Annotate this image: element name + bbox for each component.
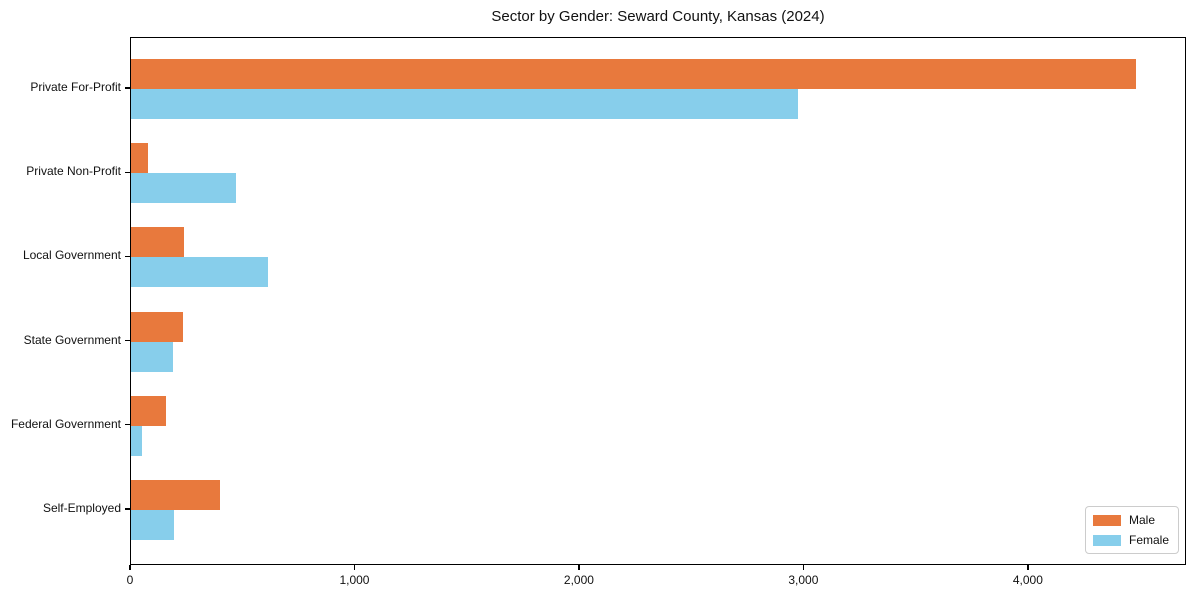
y-axis-tick — [125, 424, 130, 426]
bar-male-1 — [131, 143, 148, 174]
x-tick-label-4: 4,000 — [1012, 573, 1043, 587]
x-axis-tick — [129, 565, 131, 570]
bar-female-0 — [131, 89, 798, 119]
legend-entry-male: Male — [1092, 513, 1169, 527]
x-axis-tick — [802, 565, 805, 570]
bar-male-3 — [131, 311, 184, 342]
y-axis-label-5: Self-Employed — [42, 501, 121, 515]
legend-male-swatch-icon — [1092, 514, 1121, 526]
bar-female-4 — [131, 425, 142, 456]
legend: Male Female — [1084, 506, 1179, 554]
bar-male-0 — [131, 59, 1136, 89]
bar-female-5 — [131, 510, 175, 540]
x-tick-label-3: 3,000 — [788, 573, 819, 587]
bar-male-5 — [131, 480, 221, 510]
bar-male-2 — [131, 227, 185, 258]
bar-female-2 — [131, 257, 269, 288]
y-axis-tick — [125, 87, 130, 89]
legend-female-label: Female — [1128, 533, 1169, 547]
y-axis-tick — [125, 171, 130, 173]
bar-male-4 — [131, 395, 166, 426]
x-axis-tick — [578, 565, 580, 570]
y-axis-label-4: Federal Government — [10, 416, 121, 431]
legend-entry-female: Female — [1092, 533, 1169, 547]
bar-female-3 — [131, 341, 173, 372]
bar-female-1 — [131, 173, 236, 204]
x-tick-label-1: 1,000 — [339, 573, 370, 587]
y-axis-tick — [125, 255, 130, 258]
plot-area — [130, 37, 1186, 565]
x-axis-tick — [353, 565, 356, 570]
legend-male-label: Male — [1128, 513, 1155, 527]
chart-title: Sector by Gender: Seward County, Kansas … — [491, 8, 825, 25]
y-axis-tick — [125, 508, 130, 510]
y-axis-label-3: State Government — [23, 332, 121, 347]
y-axis-label-2: Local Government — [22, 248, 121, 263]
x-tick-label-0: 0 — [126, 573, 134, 587]
x-axis-tick — [1027, 565, 1029, 570]
y-axis-label-1: Private Non-Profit — [26, 164, 121, 179]
x-tick-label-2: 2,000 — [563, 573, 594, 587]
y-axis-tick — [125, 339, 130, 342]
legend-female-swatch-icon — [1092, 534, 1121, 546]
y-axis-label-0: Private For-Profit — [30, 80, 121, 94]
